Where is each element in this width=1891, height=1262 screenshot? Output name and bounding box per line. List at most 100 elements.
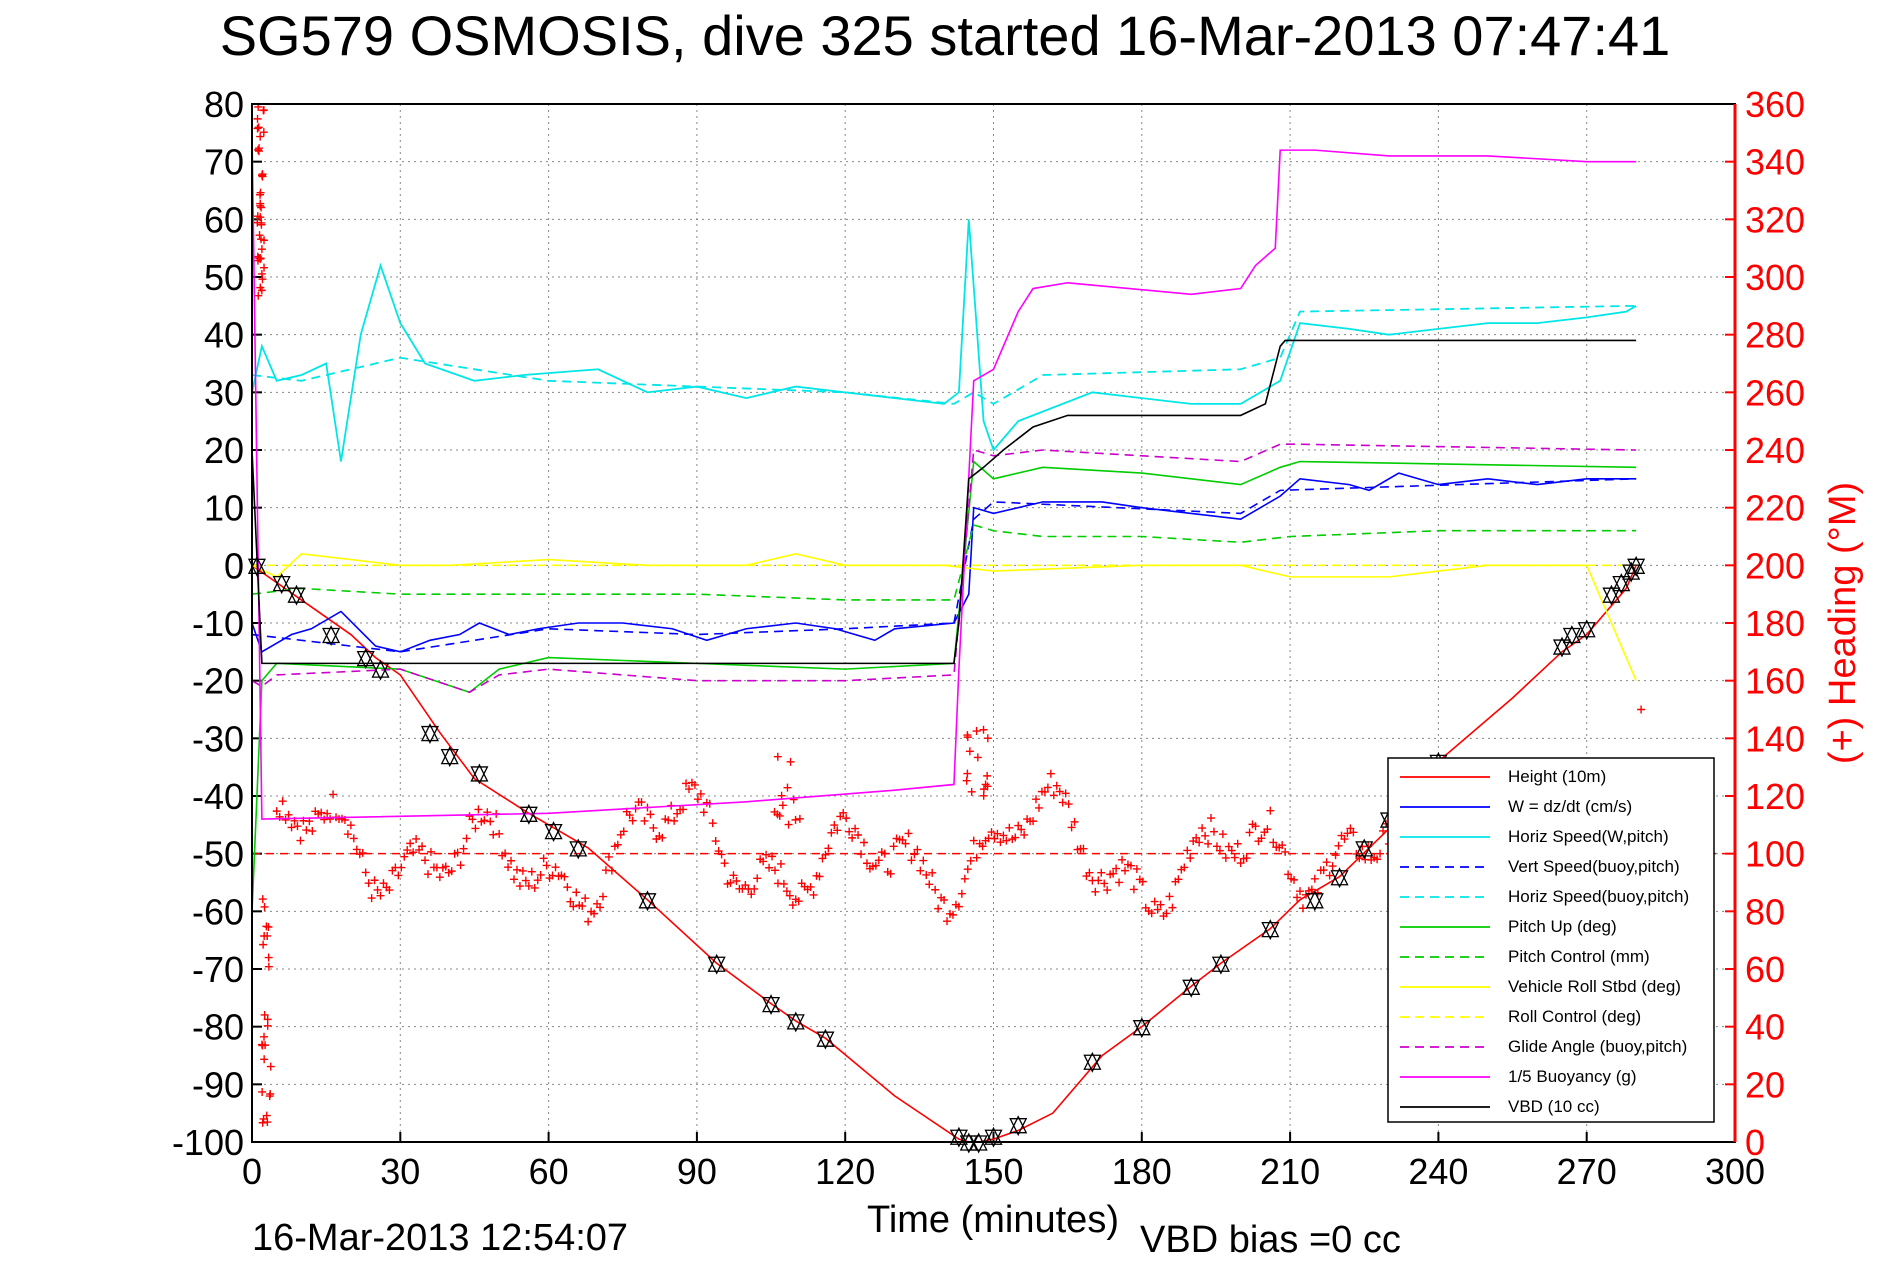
- up-triangle-marker: [1330, 867, 1349, 886]
- down-triangle-marker: [949, 1129, 968, 1148]
- right-tick-label: 20: [1745, 1064, 1785, 1105]
- heading-marker: [560, 872, 569, 881]
- heading-marker: [972, 727, 981, 736]
- heading-marker: [981, 780, 990, 789]
- heading-marker: [786, 757, 795, 766]
- down-triangle-marker: [544, 823, 563, 843]
- heading-marker: [456, 861, 465, 870]
- right-tick-label: 80: [1745, 891, 1785, 932]
- heading-marker: [1349, 828, 1358, 837]
- heading-marker: [260, 236, 269, 245]
- heading-marker: [1138, 877, 1147, 886]
- heading-marker: [258, 1118, 267, 1127]
- down-triangle-marker: [1355, 841, 1374, 860]
- heading-marker: [400, 852, 409, 861]
- right-tick-labels: 3603403203002802602402202001801601401201…: [1725, 84, 1805, 1163]
- heading-marker: [255, 231, 264, 240]
- heading-marker: [1046, 769, 1055, 778]
- heading-marker: [1284, 870, 1293, 879]
- up-triangle-marker: [761, 994, 781, 1013]
- up-triangle-marker: [1627, 555, 1646, 574]
- heading-marker: [791, 815, 800, 824]
- heading-marker: [907, 856, 916, 865]
- up-triangle-marker: [420, 723, 440, 742]
- x-tick-label: 210: [1260, 1151, 1320, 1192]
- heading-marker: [1325, 871, 1334, 880]
- heading-marker: [453, 848, 462, 857]
- right-tick-label: 40: [1745, 1007, 1785, 1048]
- heading-marker: [765, 863, 774, 872]
- heading-marker: [1215, 846, 1224, 855]
- heading-marker: [486, 817, 495, 826]
- heading-marker: [913, 845, 922, 854]
- left-tick-label: -80: [192, 1007, 244, 1048]
- up-triangle-marker: [272, 573, 291, 592]
- down-triangle-marker: [1552, 639, 1572, 658]
- heading-marker: [1005, 823, 1014, 832]
- heading-marker: [257, 245, 266, 254]
- up-triangle-marker: [1355, 838, 1374, 857]
- heading-marker: [258, 1087, 267, 1096]
- heading-marker: [1201, 831, 1210, 840]
- heading-marker: [1195, 838, 1204, 847]
- heading-marker: [1153, 905, 1162, 914]
- heading-marker: [1040, 787, 1049, 796]
- left-tick-label: -70: [192, 949, 244, 990]
- heading-marker: [1227, 846, 1236, 855]
- heading-marker: [830, 821, 839, 830]
- heading-marker: [507, 856, 516, 865]
- heading-marker: [284, 810, 293, 819]
- heading-marker: [934, 904, 943, 913]
- right-tick-label: 260: [1745, 372, 1805, 413]
- heading-marker: [1340, 835, 1349, 844]
- heading-marker: [385, 886, 394, 895]
- heading-marker: [1373, 855, 1382, 864]
- heading-marker: [598, 892, 607, 901]
- left-tick-label: 50: [204, 257, 244, 298]
- heading-marker: [789, 795, 798, 804]
- heading-marker: [397, 863, 406, 872]
- up-triangle-marker: [1261, 919, 1280, 938]
- heading-marker: [281, 815, 290, 824]
- heading-marker: [1209, 827, 1218, 836]
- heading-marker: [256, 132, 265, 141]
- heading-marker: [358, 848, 367, 857]
- x-tick-label: 300: [1705, 1151, 1765, 1192]
- heading-marker: [1156, 900, 1165, 909]
- heading-marker: [302, 826, 311, 835]
- heading-marker: [259, 940, 268, 949]
- x-axis-label: Time (minutes): [867, 1199, 1119, 1241]
- up-triangle-marker: [1182, 976, 1201, 995]
- heading-marker: [480, 816, 489, 825]
- heading-marker: [821, 850, 830, 859]
- heading-marker: [990, 834, 999, 843]
- heading-marker: [530, 883, 539, 892]
- heading-marker: [889, 842, 898, 851]
- x-tick-label: 30: [380, 1151, 420, 1192]
- heading-marker: [1058, 798, 1067, 807]
- series-line-6: [251, 523, 1637, 601]
- heading-marker: [1269, 838, 1278, 847]
- right-tick-label: 300: [1745, 257, 1805, 298]
- heading-marker: [394, 871, 403, 880]
- right-tick-label: 320: [1745, 199, 1805, 240]
- heading-marker: [1198, 824, 1207, 833]
- heading-marker: [904, 829, 913, 838]
- heading-marker: [253, 114, 262, 123]
- heading-marker: [699, 808, 708, 817]
- heading-marker: [795, 814, 804, 823]
- heading-marker: [489, 830, 498, 839]
- heading-marker: [260, 1010, 269, 1019]
- depth-triangle-markers: [247, 555, 1646, 1154]
- up-triangle-marker: [707, 953, 726, 972]
- right-tick-label: 0: [1745, 1122, 1765, 1163]
- down-triangle-marker: [816, 1031, 835, 1050]
- left-tick-label: -100: [172, 1122, 244, 1163]
- heading-marker: [794, 897, 803, 906]
- x-tick-label: 240: [1408, 1151, 1468, 1192]
- heading-marker: [260, 263, 269, 272]
- heading-marker: [1002, 836, 1011, 845]
- down-triangle-marker: [1577, 622, 1596, 641]
- down-triangle-marker: [707, 956, 726, 975]
- heading-marker: [779, 879, 788, 888]
